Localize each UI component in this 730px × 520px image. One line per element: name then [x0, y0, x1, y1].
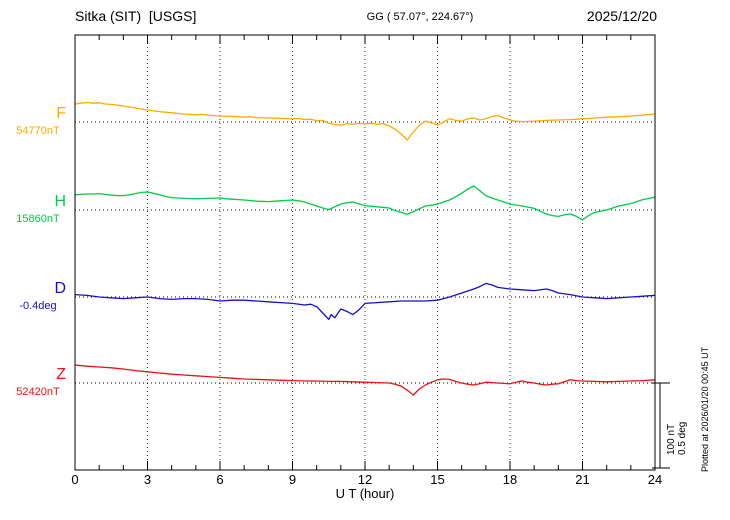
x-axis-label: U T (hour) [335, 486, 395, 501]
x-tick-label-9: 9 [289, 472, 296, 487]
x-tick-label-24: 24 [648, 472, 662, 487]
plotted-at-timestamp: Plotted at 2026/01/20 00:45 UT [700, 346, 710, 472]
trace-D [74, 282, 656, 321]
trace-label-F: F [56, 105, 66, 122]
station-title: Sitka (SIT) [USGS] [75, 8, 197, 24]
x-tick-label-0: 0 [71, 472, 78, 487]
plot-border [74, 34, 656, 471]
trace-H [74, 185, 656, 221]
baseline-value-D: -0.4deg [19, 300, 57, 312]
x-tick-label-18: 18 [503, 472, 517, 487]
trace-label-H: H [54, 193, 66, 210]
geographic-coords: GG ( 57.07°, 224.67°) [366, 11, 474, 23]
x-tick-label-21: 21 [575, 472, 589, 487]
trace-Z [74, 364, 656, 396]
scale-bar-label: 100 nT 0.5 deg [666, 422, 688, 455]
x-tick-label-6: 6 [216, 472, 223, 487]
x-tick-label-12: 12 [358, 472, 372, 487]
trace-label-Z: Z [56, 366, 66, 383]
scale-bar-label-nt: 100 nT [666, 423, 677, 455]
x-tick-label-3: 3 [144, 472, 151, 487]
baseline-value-H: 15860nT [16, 213, 60, 225]
scale-bar-label-deg: 0.5 deg [677, 421, 688, 455]
trace-label-D: D [54, 280, 66, 297]
baseline-value-Z: 52420nT [16, 386, 60, 398]
plot-date: 2025/12/20 [586, 8, 657, 24]
baseline-value-F: 54770nT [16, 125, 60, 137]
x-tick-label-15: 15 [430, 472, 444, 487]
trace-F [74, 101, 656, 141]
